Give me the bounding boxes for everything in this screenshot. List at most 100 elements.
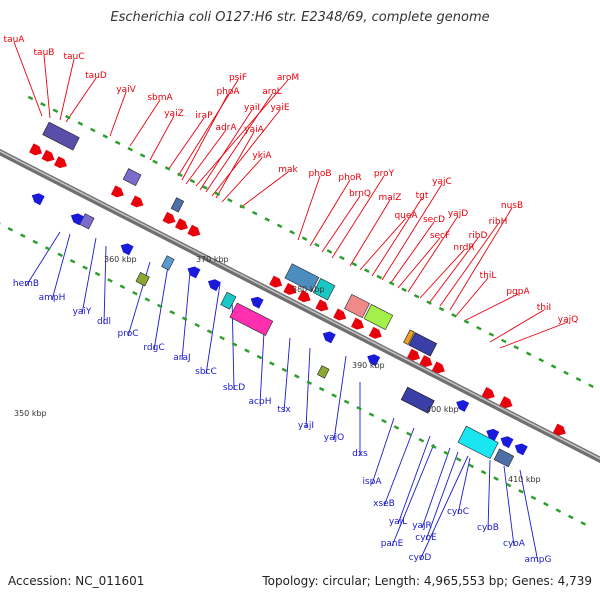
reverse-guide-dash	[44, 246, 51, 251]
reverse-gene-arrow	[120, 243, 134, 256]
forward-guide-dash	[301, 236, 308, 241]
reverse-gene-arrow	[70, 213, 84, 226]
forward-guide-dash	[314, 242, 320, 248]
label-connector	[211, 109, 281, 197]
label-connector	[487, 459, 491, 531]
reverse-gene-arrow	[486, 428, 500, 441]
forward-gene-arrow	[110, 185, 124, 198]
label-connector	[153, 265, 169, 351]
reverse-gene-arrow	[207, 279, 221, 292]
forward-guide-dash	[276, 223, 283, 229]
forward-guide-dash	[139, 153, 146, 158]
forward-gene-arrow	[315, 299, 329, 312]
forward-guide-dash	[513, 345, 520, 350]
label-connector	[391, 443, 435, 547]
reverse-gene-arrow	[514, 443, 528, 456]
forward-gene-arrow	[419, 355, 433, 367]
reverse-gene-label: ampH	[39, 293, 66, 303]
axis-tick-label: 400 kbp	[426, 405, 459, 414]
reverse-guide-dash	[294, 374, 300, 379]
forward-gene-label: nusB	[501, 201, 523, 211]
label-connector	[129, 99, 161, 147]
forward-gene-label: tauA	[4, 35, 26, 45]
forward-guide-dash	[488, 332, 495, 337]
forward-gene-arrow	[174, 218, 188, 231]
label-connector	[149, 115, 175, 161]
reverse-guide-dash	[455, 457, 462, 462]
reverse-gene-label: yajR	[412, 521, 432, 531]
label-connector	[185, 129, 227, 185]
forward-gene-label: phoR	[338, 173, 361, 183]
reverse-guide-dash	[132, 290, 138, 296]
label-connector	[177, 79, 239, 177]
feature-block-orange	[403, 329, 415, 346]
feature-block-blue	[170, 197, 185, 213]
feature-block-pink	[344, 293, 370, 319]
reverse-gene-label: tsx	[277, 405, 291, 415]
reverse-guide-dash	[406, 431, 412, 437]
label-connector	[519, 469, 539, 563]
forward-gene-label: malZ	[379, 193, 402, 203]
forward-guide-dash	[214, 191, 221, 197]
label-connector	[25, 231, 61, 287]
forward-guide-dash	[239, 204, 246, 209]
forward-gene-label: phoB	[308, 169, 331, 179]
reverse-gene-label: sbcC	[195, 367, 217, 377]
label-connector	[439, 223, 499, 307]
label-connector	[205, 283, 221, 375]
forward-guide-dash	[476, 325, 482, 331]
reverse-gene-label: ispA	[362, 477, 382, 487]
feature-block-cyan	[312, 277, 336, 301]
reverse-guide-dash	[281, 367, 288, 373]
reverse-gene-label: acpH	[249, 397, 272, 407]
forward-gene-label: thiI	[537, 303, 551, 313]
label-connector	[283, 337, 291, 413]
reverse-gene-arrow	[500, 436, 514, 449]
reverse-guide-dash	[306, 380, 313, 385]
label-connector	[51, 233, 71, 301]
reverse-guide-dash	[431, 444, 437, 449]
reverse-guide-dash	[119, 284, 126, 290]
reverse-gene-label: cyoB	[477, 523, 499, 533]
reverse-guide-dash	[356, 406, 362, 411]
label-connector	[457, 457, 471, 515]
forward-gene-label: mak	[278, 165, 298, 175]
label-connector-lines	[13, 41, 569, 563]
backbone-line	[0, 148, 600, 464]
forward-gene-label: phoA	[216, 87, 240, 97]
forward-gene-label: secD	[423, 215, 445, 225]
forward-gene-label: queA	[394, 211, 418, 221]
forward-gene-label: adrA	[215, 123, 237, 133]
forward-guide-dash	[102, 134, 109, 139]
label-connector	[305, 347, 311, 429]
forward-guide-dash	[426, 300, 432, 305]
feature-block-purple	[42, 121, 80, 151]
feature-block-steelblue	[284, 263, 320, 293]
forward-gene-arrow	[552, 423, 566, 436]
label-connector	[381, 183, 443, 281]
forward-gene-arrow	[283, 282, 297, 295]
forward-guide-dash	[588, 383, 594, 388]
reverse-guide-dash	[144, 297, 151, 302]
forward-gene-arrow	[269, 275, 283, 288]
forward-gene-label: brnQ	[349, 189, 371, 199]
reverse-guide-dash	[20, 233, 26, 238]
forward-gene-arrow	[41, 149, 55, 162]
reverse-guide-dash	[331, 393, 337, 398]
reverse-guide-dash	[194, 322, 200, 328]
label-connector	[181, 271, 191, 361]
label-connector	[389, 221, 435, 285]
feature-block-cyan	[220, 291, 237, 310]
reverse-guide-dash	[568, 514, 574, 520]
label-connector	[205, 93, 273, 193]
reverse-guide-dash	[393, 425, 400, 430]
forward-gene-arrow	[29, 143, 43, 156]
label-connector	[465, 293, 519, 321]
forward-guide-dash	[177, 172, 183, 177]
forward-guide-dash	[251, 210, 258, 216]
backbone-highlight	[0, 150, 600, 460]
label-connector	[221, 157, 263, 203]
axis-ticks	[0, 95, 594, 526]
forward-guide-dash	[152, 159, 158, 165]
